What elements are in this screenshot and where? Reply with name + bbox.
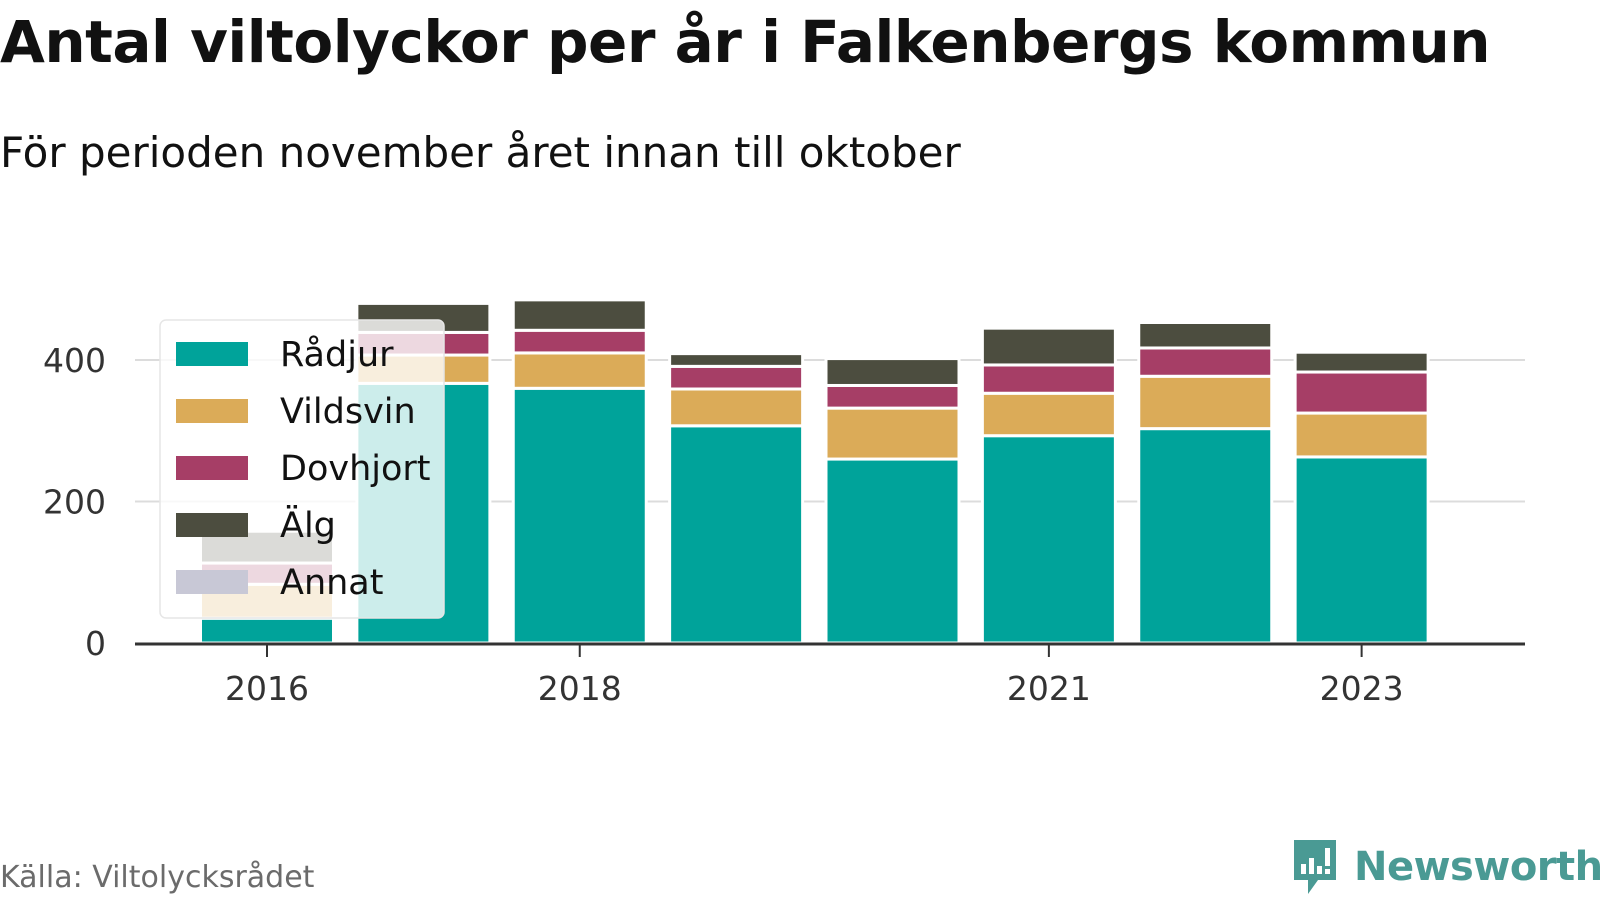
bar-segment xyxy=(1137,427,1274,645)
bar-segment xyxy=(511,386,648,645)
source-note: Källa: Viltolycksrådet xyxy=(0,860,315,895)
stacked-bar-chart: 0 200 400 2016 2018 2021 2023 Rådjur Vildsvin Dov… xyxy=(43,298,1525,708)
legend-label: Vildsvin xyxy=(280,392,416,432)
bar-segment xyxy=(1293,370,1430,415)
x-tick-label: 2016 xyxy=(225,669,309,708)
bar-chart-bubble-icon xyxy=(1294,840,1336,894)
y-tick-label: 400 xyxy=(43,341,106,380)
bar-segment xyxy=(824,457,961,645)
bar-segment xyxy=(980,363,1117,395)
bar-segment xyxy=(980,434,1117,645)
bar-segment xyxy=(668,387,805,428)
legend-swatch xyxy=(176,513,248,537)
bar-segment xyxy=(199,616,335,645)
x-tick-label: 2018 xyxy=(538,669,622,708)
newsworthy-logo: Newsworthy xyxy=(1290,836,1600,898)
x-tick-label: 2021 xyxy=(1007,669,1091,708)
legend-swatch xyxy=(176,570,248,594)
chart-subtitle: För perioden november året innan till ok… xyxy=(0,128,961,177)
bar-segment xyxy=(668,352,805,368)
brand-name: Newsworthy xyxy=(1354,844,1600,890)
bar-segment xyxy=(1137,346,1274,378)
bar-segment xyxy=(980,326,1117,367)
bar-segment xyxy=(511,298,648,332)
bar-segment xyxy=(824,357,961,387)
legend-swatch xyxy=(176,456,248,480)
bar-segment xyxy=(1293,350,1430,374)
bar-segment xyxy=(1137,321,1274,350)
legend-label: Älg xyxy=(280,504,336,546)
legend-swatch xyxy=(176,342,248,366)
y-tick-label: 0 xyxy=(85,624,106,663)
bar-segment xyxy=(511,351,648,390)
x-tick-label: 2023 xyxy=(1320,669,1404,708)
chart-title: Antal viltolyckor per år i Falkenbergs k… xyxy=(0,8,1491,76)
bar-segment xyxy=(668,364,805,391)
bar-segment xyxy=(1293,455,1430,645)
legend-box xyxy=(159,319,445,619)
bar-segment xyxy=(668,424,805,645)
bar-segment xyxy=(980,391,1117,438)
legend-label: Dovhjort xyxy=(280,449,431,489)
legend-label: Rådjur xyxy=(280,334,394,375)
bar-segment xyxy=(824,383,961,410)
legend-label: Annat xyxy=(280,563,383,603)
bar-segment xyxy=(1137,374,1274,431)
y-tick-label: 200 xyxy=(43,483,106,522)
bar-segment xyxy=(824,406,961,461)
bar-segment xyxy=(1293,411,1430,459)
legend-swatch xyxy=(176,399,248,423)
bar-segment xyxy=(511,328,648,355)
